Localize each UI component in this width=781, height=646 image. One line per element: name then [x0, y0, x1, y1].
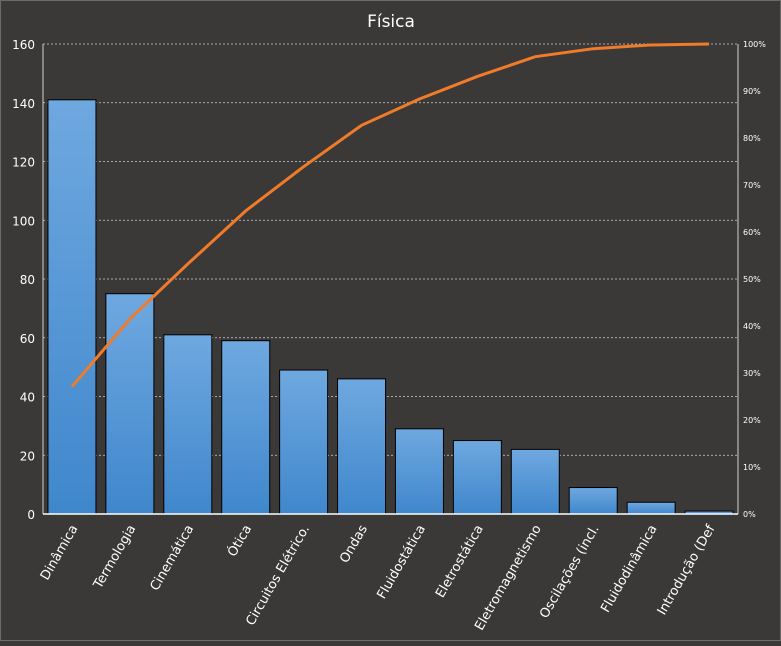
y2-tick-label: 90% — [743, 87, 761, 96]
y-tick-label: 60 — [20, 332, 35, 346]
bar — [511, 449, 559, 514]
bar — [222, 341, 270, 514]
y-tick-label: 0 — [27, 508, 35, 522]
y-tick-label: 80 — [20, 273, 35, 287]
chart-title: Física — [367, 12, 415, 32]
x-tick-label: Ondas — [337, 522, 371, 566]
bar — [106, 294, 154, 514]
y-tick-label: 140 — [12, 97, 35, 111]
y2-tick-label: 100% — [743, 40, 766, 49]
y2-tick-label: 30% — [743, 369, 761, 378]
bar — [338, 379, 386, 514]
bar — [627, 502, 675, 514]
y2-tick-label: 60% — [743, 228, 761, 237]
x-tick-label: Introdução (Def — [655, 522, 719, 618]
x-tick-label: Eletrostática — [433, 523, 487, 601]
bar — [48, 100, 96, 514]
bar — [569, 488, 617, 514]
bar — [164, 335, 212, 514]
y2-tick-label: 70% — [743, 181, 761, 190]
bar — [453, 441, 501, 514]
bar — [280, 370, 328, 514]
y2-tick-label: 20% — [743, 416, 761, 425]
y-tick-label: 20 — [20, 449, 35, 463]
y-tick-label: 160 — [12, 38, 35, 52]
y2-tick-label: 80% — [743, 134, 761, 143]
x-tick-label: Termologia — [90, 523, 139, 593]
y-tick-label: 40 — [20, 391, 35, 405]
y2-tick-label: 10% — [743, 463, 761, 472]
x-tick-label: Fluidodinâmica — [598, 523, 660, 616]
y-tick-label: 100 — [12, 214, 35, 228]
x-tick-label: Eletromagnetismo — [472, 522, 545, 633]
bar — [395, 429, 443, 514]
y2-tick-label: 50% — [743, 275, 761, 284]
x-tick-label: Dinâmica — [38, 523, 82, 584]
x-tick-label: Oscilações (incl. — [537, 523, 603, 622]
x-tick-label: Cinemática — [148, 523, 198, 594]
x-tick-label: Fluidostática — [375, 523, 429, 602]
x-tick-label: Circuitos Elétrico. — [243, 523, 313, 629]
x-tick-label: Ótica — [224, 522, 255, 559]
y-tick-label: 120 — [12, 156, 35, 170]
y2-tick-label: 0% — [743, 510, 756, 519]
y2-tick-label: 40% — [743, 322, 761, 331]
